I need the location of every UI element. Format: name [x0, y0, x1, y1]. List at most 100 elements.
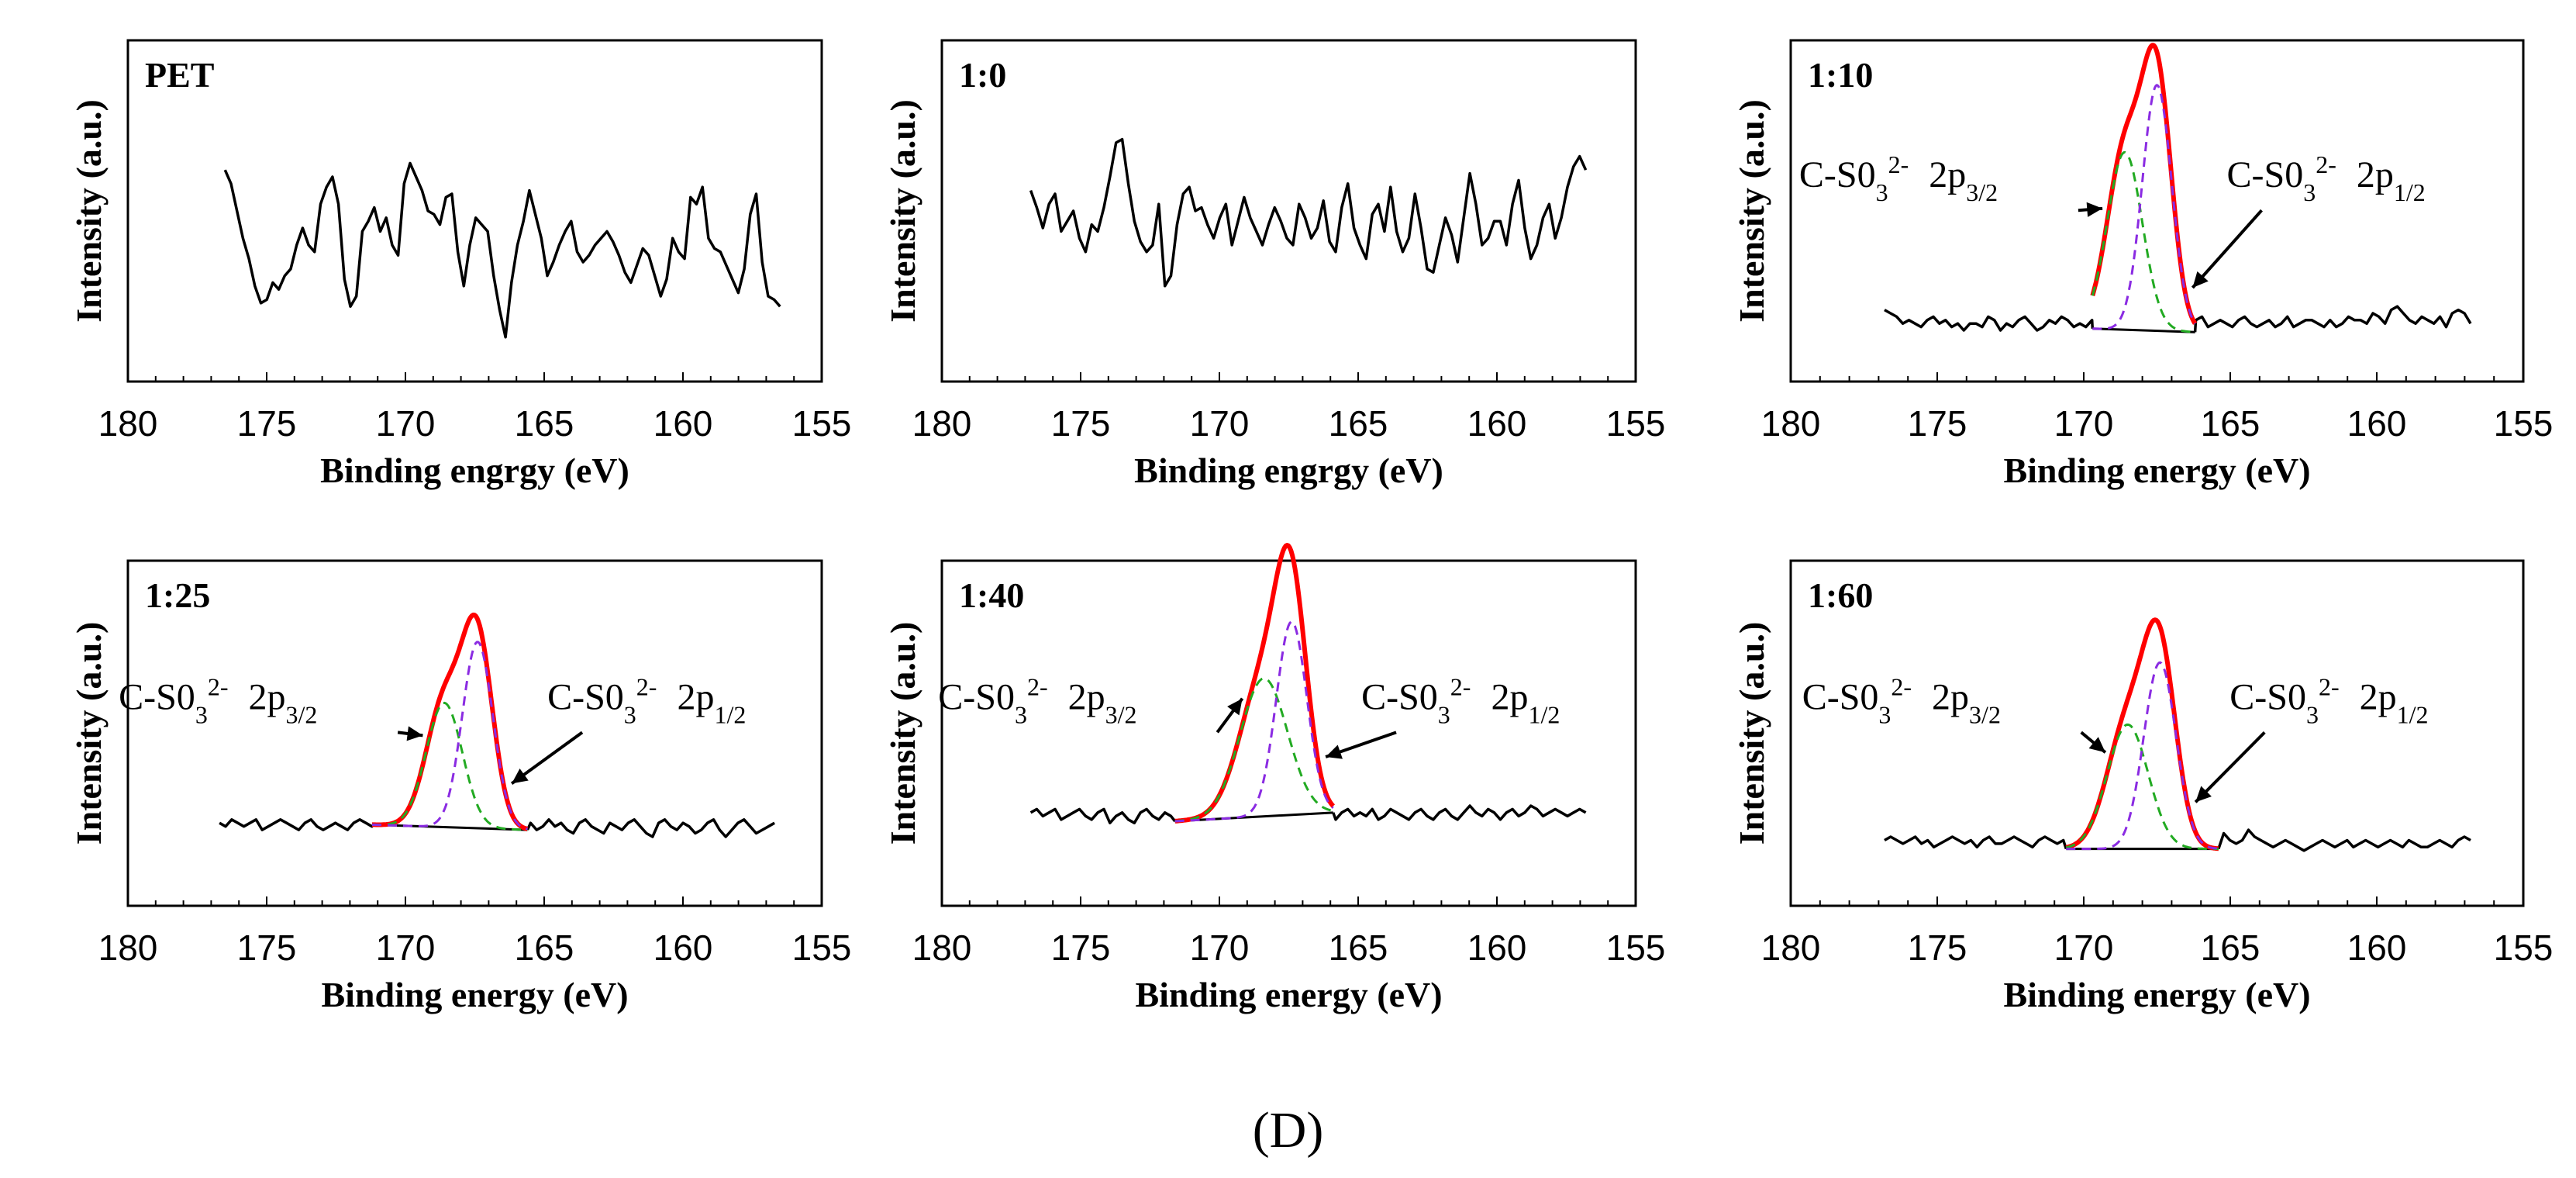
peak-2p1-2-curve — [371, 641, 528, 831]
y-axis-title: Intensity (a.u.) — [883, 99, 922, 323]
x-axis-title: Binding energy (eV) — [1135, 975, 1442, 1014]
arrow-2p1-2-head — [512, 768, 529, 784]
x-axis-title: Binding energy (eV) — [321, 975, 628, 1014]
x-tick-label: 170 — [1190, 928, 1250, 968]
panel-1: 180 175 170 165 160 155 Binding engrgy (eV) Int… — [69, 39, 852, 490]
label-2p1-2: C-S032- 2p1/2 — [547, 672, 746, 728]
x-tick-label: 170 — [1190, 403, 1250, 444]
label-2p1-2: C-S032- 2p1/2 — [1361, 672, 1560, 728]
x-tick-label: 165 — [515, 403, 574, 444]
x-tick-label: 155 — [2494, 928, 2554, 968]
peak-2p1-2-curve — [2066, 661, 2219, 851]
x-tick-label: 155 — [2494, 403, 2554, 444]
arrow-2p1-2 — [2191, 209, 2263, 289]
plot-frame — [126, 559, 823, 907]
x-axis-title: Binding energy (eV) — [2003, 975, 2310, 1014]
label-2p1-2: C-S032- 2p1/2 — [2227, 150, 2426, 206]
x-tick-label: 160 — [653, 928, 713, 968]
spectrum-line-right — [2217, 828, 2471, 852]
peak-2p1-2-curve — [1174, 620, 1334, 823]
spectrum-line-right — [526, 818, 775, 838]
x-tick-label: 175 — [1051, 403, 1111, 444]
spectrum-line-right — [2193, 305, 2472, 333]
x-axis-title: Binding engrgy (eV) — [320, 451, 629, 490]
arrow-2p1-2-head — [1326, 744, 1343, 759]
arrow-2p1-2-head — [2192, 271, 2209, 288]
label-2p3-2: C-S032- 2p3/2 — [938, 672, 1136, 728]
x-tick-label: 155 — [1606, 928, 1666, 968]
label-2p3-2: C-S032- 2p3/2 — [119, 672, 317, 728]
panel-label: PET — [145, 55, 214, 95]
plot-frame — [126, 39, 823, 383]
panel-6: 180 175 170 165 160 155 Binding energy (eV) Int… — [1732, 559, 2554, 1014]
plot-frame — [940, 39, 1637, 383]
spectrum-line-left — [219, 818, 374, 831]
x-tick-label: 165 — [515, 928, 574, 968]
x-tick-label: 155 — [1606, 403, 1666, 444]
envelope-fit-curve — [1174, 543, 1336, 824]
x-tick-label: 180 — [912, 928, 972, 968]
x-axis-title: Binding engrgy (eV) — [1134, 451, 1443, 490]
panel-3: 180 175 170 165 160 155 Binding energy (eV) Int… — [1732, 39, 2554, 490]
x-tick-label: 180 — [1761, 403, 1821, 444]
peak-2p3-2-curve — [372, 701, 528, 831]
fit-baseline — [2092, 327, 2195, 333]
panel-label: 1:25 — [145, 575, 210, 615]
x-tick-label: 180 — [98, 403, 158, 444]
spectrum-line-left — [1884, 309, 2095, 332]
x-tick-label: 155 — [792, 403, 852, 444]
panel-label: 1:60 — [1808, 575, 1873, 615]
x-tick-label: 170 — [2054, 403, 2114, 444]
spectrum-line-right — [1332, 804, 1587, 821]
arrow-2p1-2-head — [2195, 786, 2212, 803]
peak-2p1-2-curve — [2092, 84, 2196, 330]
spectrum-line — [223, 161, 781, 339]
x-tick-label: 160 — [1467, 928, 1527, 968]
arrow-2p1-2 — [2194, 731, 2266, 803]
x-tick-label: 160 — [653, 403, 713, 444]
label-2p3-2: C-S032- 2p3/2 — [1799, 150, 1998, 206]
panel-4: 180 175 170 165 160 155 Binding energy (eV) Int… — [69, 559, 852, 1014]
spectrum-line-left — [1029, 807, 1177, 824]
panel-2: 180 175 170 165 160 155 Binding engrgy (eV) Int… — [883, 39, 1666, 490]
arrow-2p3-2-head — [406, 726, 423, 741]
x-tick-label: 175 — [1908, 403, 1967, 444]
x-tick-label: 165 — [1329, 403, 1388, 444]
envelope-fit-curve — [371, 612, 529, 831]
x-tick-label: 170 — [376, 403, 436, 444]
plot-frame — [1789, 39, 2525, 383]
label-2p1-2: C-S032- 2p1/2 — [2229, 672, 2428, 728]
x-tick-label: 160 — [2347, 928, 2407, 968]
x-tick-label: 180 — [1761, 928, 1821, 968]
label-2p3-2: C-S032- 2p3/2 — [1802, 672, 2001, 728]
x-tick-label: 165 — [2201, 928, 2260, 968]
plot-frame — [940, 559, 1637, 907]
y-axis-title: Intensity (a.u.) — [1732, 99, 1771, 323]
y-axis-title: Intensity (a.u.) — [69, 622, 109, 845]
arrow-2p3-2-head — [2088, 737, 2105, 753]
x-tick-label: 160 — [2347, 403, 2407, 444]
envelope-fit-curve — [2090, 43, 2198, 325]
envelope-fit-curve — [2065, 617, 2220, 852]
x-tick-label: 160 — [1467, 403, 1527, 444]
x-tick-label: 155 — [792, 928, 852, 968]
arrow-2p3-2-head — [2086, 202, 2103, 217]
x-tick-label: 175 — [237, 928, 297, 968]
x-tick-label: 165 — [1329, 928, 1388, 968]
spectrum-line — [1029, 137, 1588, 288]
y-axis-title: Intensity (a.u.) — [1732, 622, 1771, 845]
y-axis-title: Intensity (a.u.) — [883, 622, 922, 845]
panel-5: 180 175 170 165 160 155 Binding energy (eV) Int… — [883, 543, 1666, 1014]
x-tick-label: 175 — [1908, 928, 1967, 968]
peak-2p3-2-curve — [1174, 677, 1334, 823]
x-tick-label: 170 — [2054, 928, 2114, 968]
x-tick-label: 175 — [1051, 928, 1111, 968]
y-axis-title: Intensity (a.u.) — [69, 99, 109, 323]
arrow-2p3-2-head — [1227, 698, 1243, 716]
panel-label: 1:0 — [959, 55, 1006, 95]
x-tick-label: 175 — [237, 403, 297, 444]
x-axis-title: Binding energy (eV) — [2003, 451, 2310, 490]
panel-label: 1:10 — [1808, 55, 1873, 95]
figure-label: (D) — [1252, 1102, 1324, 1159]
